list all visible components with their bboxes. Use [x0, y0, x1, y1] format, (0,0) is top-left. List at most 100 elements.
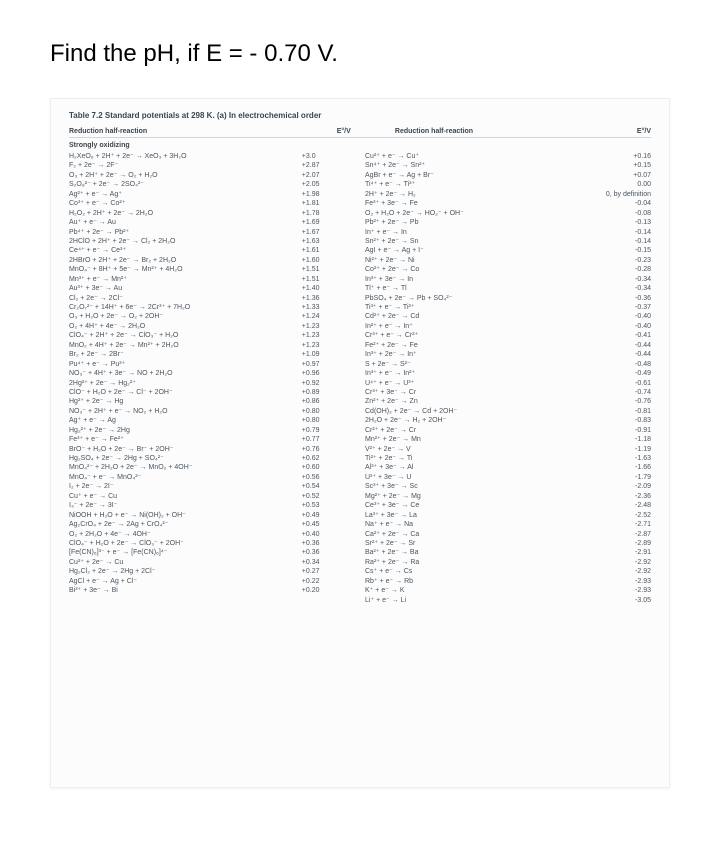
- potential-cell: -0.81: [588, 407, 651, 416]
- table-row: S + 2e⁻ → S²⁻-0.48: [365, 360, 651, 369]
- table-row: ClO₄⁻ + 2H⁺ + 2e⁻ → ClO₃⁻ + H₂O+1.23: [69, 331, 355, 340]
- table-row: ClO₄⁻ + H₂O + 2e⁻ → ClO₃⁻ + 2OH⁻+0.36: [69, 539, 355, 548]
- table-row: Hg²⁺ + 2e⁻ → Hg+0.86: [69, 397, 355, 406]
- reaction-cell: Mg²⁺ + 2e⁻ → Mg: [365, 492, 588, 501]
- reaction-cell: Ti⁴⁺ + e⁻ → Ti³⁺: [365, 180, 588, 189]
- potential-cell: +1.33: [298, 303, 355, 312]
- reaction-cell: Cd²⁺ + 2e⁻ → Cd: [365, 312, 588, 321]
- table-row: U³⁺ + 3e⁻ → U-1.79: [365, 473, 651, 482]
- potential-cell: -0.41: [588, 331, 651, 340]
- table-row: In⁺ + e⁻ → In-0.14: [365, 228, 651, 237]
- reaction-cell: Pb⁴⁺ + 2e⁻ → Pb²⁺: [69, 228, 298, 237]
- potential-cell: +0.97: [298, 360, 355, 369]
- potential-cell: +1.67: [298, 228, 355, 237]
- table-row: K⁺ + e⁻ → K-2.93: [365, 586, 651, 595]
- table-row: In³⁺ + e⁻ → In²⁺-0.49: [365, 369, 651, 378]
- potential-cell: -1.63: [588, 454, 651, 463]
- table-row: Tl⁺ + e⁻ → Tl-0.34: [365, 284, 651, 293]
- reaction-cell: S + 2e⁻ → S²⁻: [365, 360, 588, 369]
- table-row: Mn²⁺ + 2e⁻ → Mn-1.18: [365, 435, 651, 444]
- table-row: Cu²⁺ + 2e⁻ → Cu+0.34: [69, 558, 355, 567]
- potential-cell: -0.34: [588, 284, 651, 293]
- table-row: In²⁺ + e⁻ → In⁺-0.40: [365, 322, 651, 331]
- table-row: F₂ + 2e⁻ → 2F⁻+2.87: [69, 161, 355, 170]
- table-row: Pb²⁺ + 2e⁻ → Pb-0.13: [365, 218, 651, 227]
- potential-cell: +0.16: [588, 152, 651, 161]
- potential-cell: -2.36: [588, 492, 651, 501]
- potential-cell: +1.60: [298, 256, 355, 265]
- right-column: Cu²⁺ + e⁻ → Cu⁺+0.16Sn⁴⁺ + 2e⁻ → Sn²⁺+0.…: [365, 152, 651, 605]
- reaction-cell: S₂O₈²⁻ + 2e⁻ → 2SO₄²⁻: [69, 180, 298, 189]
- table-row: Hg₂²⁺ + 2e⁻ → 2Hg+0.79: [69, 426, 355, 435]
- table-row: I₃⁻ + 2e⁻ → 3I⁻+0.53: [69, 501, 355, 510]
- table-row: Al³⁺ + 3e⁻ → Al-1.66: [365, 463, 651, 472]
- table-row: 2Hg²⁺ + 2e⁻ → Hg₂²⁺+0.92: [69, 379, 355, 388]
- reaction-cell: Ba²⁺ + 2e⁻ → Ba: [365, 548, 588, 557]
- potential-cell: -2.09: [588, 482, 651, 491]
- table-row: Cr²⁺ + 2e⁻ → Cr-0.91: [365, 426, 651, 435]
- reaction-cell: 2Hg²⁺ + 2e⁻ → Hg₂²⁺: [69, 379, 298, 388]
- reaction-cell: 2H₂O + 2e⁻ → H₂ + 2OH⁻: [365, 416, 588, 425]
- table-header: Reduction half-reaction E°/V Reduction h…: [69, 128, 651, 138]
- reaction-cell: MnO₂ + 4H⁺ + 2e⁻ → Mn²⁺ + 2H₂O: [69, 341, 298, 350]
- reaction-cell: 2H⁺ + 2e⁻ → H₂: [365, 190, 588, 199]
- table-row: O₂ + 4H⁺ + 4e⁻ → 2H₂O+1.23: [69, 322, 355, 331]
- table-row: Li⁺ + e⁻ → Li-3.05: [365, 596, 651, 605]
- reaction-cell: Ra²⁺ + 2e⁻ → Ra: [365, 558, 588, 567]
- table-row: MnO₄⁻ + 8H⁺ + 5e⁻ → Mn²⁺ + 4H₂O+1.51: [69, 265, 355, 274]
- potential-cell: 0.00: [588, 180, 651, 189]
- reaction-cell: Hg₂Cl₂ + 2e⁻ → 2Hg + 2Cl⁻: [69, 567, 298, 576]
- potential-cell: +0.80: [298, 407, 355, 416]
- reaction-cell: Cs⁺ + e⁻ → Cs: [365, 567, 588, 576]
- table-row: O₂ + 2H₂O + 4e⁻ → 4OH⁻+0.40: [69, 530, 355, 539]
- table-row: Sr²⁺ + 2e⁻ → Sr-2.89: [365, 539, 651, 548]
- reaction-cell: Cr³⁺ + e⁻ → Cr²⁺: [365, 331, 588, 340]
- potential-cell: +0.07: [588, 171, 651, 180]
- reaction-cell: Cd(OH)₂ + 2e⁻ → Cd + 2OH⁻: [365, 407, 588, 416]
- reaction-cell: Cr³⁺ + 3e⁻ → Cr: [365, 388, 588, 397]
- potential-cell: -2.91: [588, 548, 651, 557]
- potential-cell: -2.93: [588, 577, 651, 586]
- reaction-cell: Br₂ + 2e⁻ → 2Br⁻: [69, 350, 298, 359]
- table-row: V²⁺ + 2e⁻ → V-1.19: [365, 445, 651, 454]
- table-row: Pu⁴⁺ + e⁻ → Pu³⁺+0.97: [69, 360, 355, 369]
- header-left: Reduction half-reaction: [69, 128, 337, 135]
- table-row: Ce⁴⁺ + e⁻ → Ce³⁺+1.61: [69, 246, 355, 255]
- potential-cell: -2.87: [588, 530, 651, 539]
- reaction-cell: Sc³⁺ + 3e⁻ → Sc: [365, 482, 588, 491]
- reaction-cell: Hg₂SO₄ + 2e⁻ → 2Hg + SO₄²⁻: [69, 454, 298, 463]
- table-row: Fe³⁺ + 3e⁻ → Fe-0.04: [365, 199, 651, 208]
- reaction-cell: Bi³⁺ + 3e⁻ → Bi: [69, 586, 298, 595]
- table-row: Co³⁺ + e⁻ → Co²⁺+1.81: [69, 199, 355, 208]
- potential-cell: -0.28: [588, 265, 651, 274]
- potential-cell: +0.34: [298, 558, 355, 567]
- table-row: O₂ + H₂O + 2e⁻ → HO₂⁻ + OH⁻-0.08: [365, 209, 651, 218]
- potential-cell: -2.92: [588, 558, 651, 567]
- reaction-cell: Ag₂CrO₄ + 2e⁻ → 2Ag + CrO₄²⁻: [69, 520, 298, 529]
- table-row: AgBr + e⁻ → Ag + Br⁻+0.07: [365, 171, 651, 180]
- table-row: BrO⁻ + H₂O + 2e⁻ → Br⁻ + 2OH⁻+0.76: [69, 445, 355, 454]
- reaction-cell: ClO⁻ + H₂O + 2e⁻ → Cl⁻ + 2OH⁻: [69, 388, 298, 397]
- reaction-cell: Sn⁴⁺ + 2e⁻ → Sn²⁺: [365, 161, 588, 170]
- reaction-cell: Fe³⁺ + e⁻ → Fe²⁺: [69, 435, 298, 444]
- potential-cell: -0.04: [588, 199, 651, 208]
- reaction-cell: In³⁺ + 2e⁻ → In⁺: [365, 350, 588, 359]
- table-row: Co²⁺ + 2e⁻ → Co-0.28: [365, 265, 651, 274]
- table-row: Mg²⁺ + 2e⁻ → Mg-2.36: [365, 492, 651, 501]
- reaction-cell: In⁺ + e⁻ → In: [365, 228, 588, 237]
- reaction-cell: Tl⁺ + e⁻ → Tl: [365, 284, 588, 293]
- potential-cell: -2.92: [588, 567, 651, 576]
- potential-cell: +0.96: [298, 369, 355, 378]
- potential-cell: -2.48: [588, 501, 651, 510]
- table-row: MnO₄²⁻ + 2H₂O + 2e⁻ → MnO₂ + 4OH⁻+0.60: [69, 463, 355, 472]
- reaction-cell: AgBr + e⁻ → Ag + Br⁻: [365, 171, 588, 180]
- potential-cell: 0, by definition: [588, 190, 651, 199]
- potential-cell: +0.36: [298, 539, 355, 548]
- reaction-cell: F₂ + 2e⁻ → 2F⁻: [69, 161, 298, 170]
- reaction-cell: I₃⁻ + 2e⁻ → 3I⁻: [69, 501, 298, 510]
- reaction-cell: Ag²⁺ + e⁻ → Ag⁺: [69, 190, 298, 199]
- potential-cell: -0.48: [588, 360, 651, 369]
- table-row: O₃ + H₂O + 2e⁻ → O₂ + 2OH⁻+1.24: [69, 312, 355, 321]
- reaction-cell: Ni²⁺ + 2e⁻ → Ni: [365, 256, 588, 265]
- table-row: MnO₂ + 4H⁺ + 2e⁻ → Mn²⁺ + 2H₂O+1.23: [69, 341, 355, 350]
